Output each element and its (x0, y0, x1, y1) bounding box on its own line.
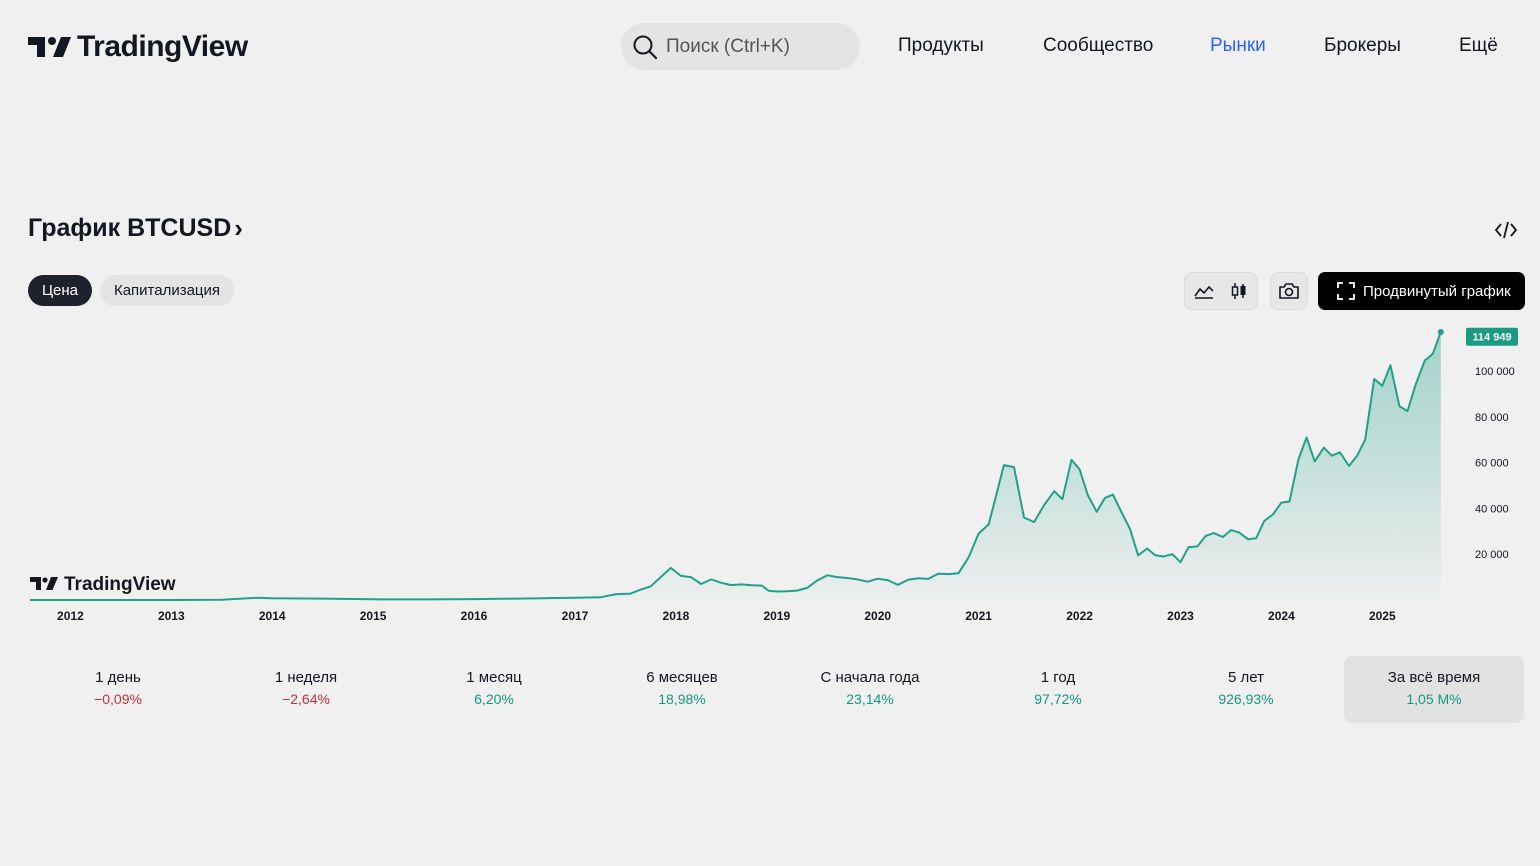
period-label: С начала года (820, 669, 920, 686)
area-chart-button[interactable] (1186, 273, 1222, 309)
x-tick-label: 2016 (461, 609, 488, 623)
period-6[interactable]: 5 лет 926,93% (1156, 656, 1336, 723)
site-header: TradingView Поиск (Ctrl+K) Продукты Сооб… (0, 0, 1540, 95)
candles-chart-button[interactable] (1221, 273, 1257, 309)
nav-markets[interactable]: Рынки (1210, 35, 1266, 56)
tab-market-cap[interactable]: Капитализация (100, 275, 234, 306)
last-price-dot (1437, 329, 1444, 335)
x-tick-label: 2021 (965, 609, 992, 623)
period-4[interactable]: С начала года 23,14% (780, 656, 960, 723)
period-change: −0,09% (94, 691, 142, 707)
period-change: 6,20% (474, 691, 514, 707)
x-tick-label: 2012 (57, 609, 84, 623)
nav-more[interactable]: Ещё (1459, 35, 1498, 56)
x-tick-label: 2022 (1066, 609, 1093, 623)
price-area-fill (30, 332, 1441, 600)
y-tick-label: 40 000 (1475, 503, 1509, 515)
x-tick-label: 2015 (360, 609, 387, 623)
x-tick-label: 2023 (1167, 609, 1194, 623)
period-change: 926,93% (1218, 691, 1274, 707)
x-tick-label: 2025 (1369, 609, 1396, 623)
period-change: 97,72% (1034, 691, 1082, 707)
period-label: За всё время (1387, 669, 1481, 686)
watermark-text: TradingView (64, 574, 176, 595)
x-tick-label: 2024 (1268, 609, 1295, 623)
period-label: 1 день (95, 669, 141, 686)
candles-icon (1231, 283, 1246, 299)
period-label: 5 лет (1228, 669, 1264, 686)
period-change: 1,05 M% (1406, 691, 1462, 707)
period-label: 1 год (1040, 669, 1076, 686)
x-tick-label: 2019 (763, 609, 790, 623)
last-price-label: 114 949 (1472, 332, 1511, 344)
x-tick-label: 2017 (562, 609, 589, 623)
period-label: 1 неделя (274, 669, 338, 686)
advanced-chart-label: Продвинутый график (1363, 282, 1511, 300)
period-7[interactable]: За всё время 1,05 M% (1344, 656, 1524, 723)
tradingview-logo[interactable]: TradingView (28, 30, 248, 64)
chart-type-toggle (1184, 272, 1258, 310)
last-price-tag (1466, 327, 1518, 346)
camera-icon (1279, 283, 1299, 299)
logo-text: TradingView (77, 30, 248, 63)
period-1[interactable]: 1 неделя −2,64% (216, 656, 396, 723)
tradingview-logo-icon (28, 37, 71, 57)
period-3[interactable]: 6 месяцев 18,98% (592, 656, 772, 723)
area-chart-icon (1194, 285, 1214, 299)
search-input[interactable]: Поиск (Ctrl+K) (621, 23, 860, 70)
advanced-chart-button[interactable]: Продвинутый график (1318, 272, 1525, 310)
code-embed-icon[interactable] (1493, 219, 1519, 241)
chart-title-link[interactable]: График BTCUSD › (28, 213, 243, 244)
search-placeholder: Поиск (Ctrl+K) (666, 35, 790, 57)
y-tick-label: 60 000 (1475, 458, 1509, 470)
chart-title: График BTCUSD (28, 214, 232, 242)
period-change: 23,14% (846, 691, 894, 707)
x-tick-label: 2020 (864, 609, 891, 623)
tab-price[interactable]: Цена (28, 275, 92, 306)
price-line (30, 331, 1442, 601)
y-tick-label: 80 000 (1475, 412, 1509, 424)
nav-brokers[interactable]: Брокеры (1324, 35, 1401, 56)
period-label: 1 месяц (466, 669, 522, 686)
chevron-right-icon: › (234, 213, 243, 243)
snapshot-button[interactable] (1270, 272, 1308, 310)
period-0[interactable]: 1 день −0,09% (28, 656, 208, 723)
x-tick-label: 2013 (158, 609, 185, 623)
period-5[interactable]: 1 год 97,72% (968, 656, 1148, 723)
price-chart[interactable]: 2012 2013 2014 2015 2016 2017 2018 2019 2020 2021… (0, 320, 1540, 640)
y-tick-label: 20 000 (1475, 549, 1509, 561)
fullscreen-icon (1337, 282, 1355, 300)
period-change: −2,64% (282, 691, 330, 707)
nav-community[interactable]: Сообщество (1043, 35, 1154, 56)
period-label: 6 месяцев (646, 669, 718, 686)
search-icon (633, 35, 658, 59)
tradingview-watermark: TradingView (30, 574, 176, 595)
period-2[interactable]: 1 месяц 6,20% (404, 656, 584, 723)
x-tick-label: 2014 (259, 609, 286, 623)
x-tick-label: 2018 (663, 609, 690, 623)
nav-products[interactable]: Продукты (898, 35, 984, 56)
y-tick-label: 100 000 (1475, 366, 1515, 378)
period-change: 18,98% (658, 691, 706, 707)
